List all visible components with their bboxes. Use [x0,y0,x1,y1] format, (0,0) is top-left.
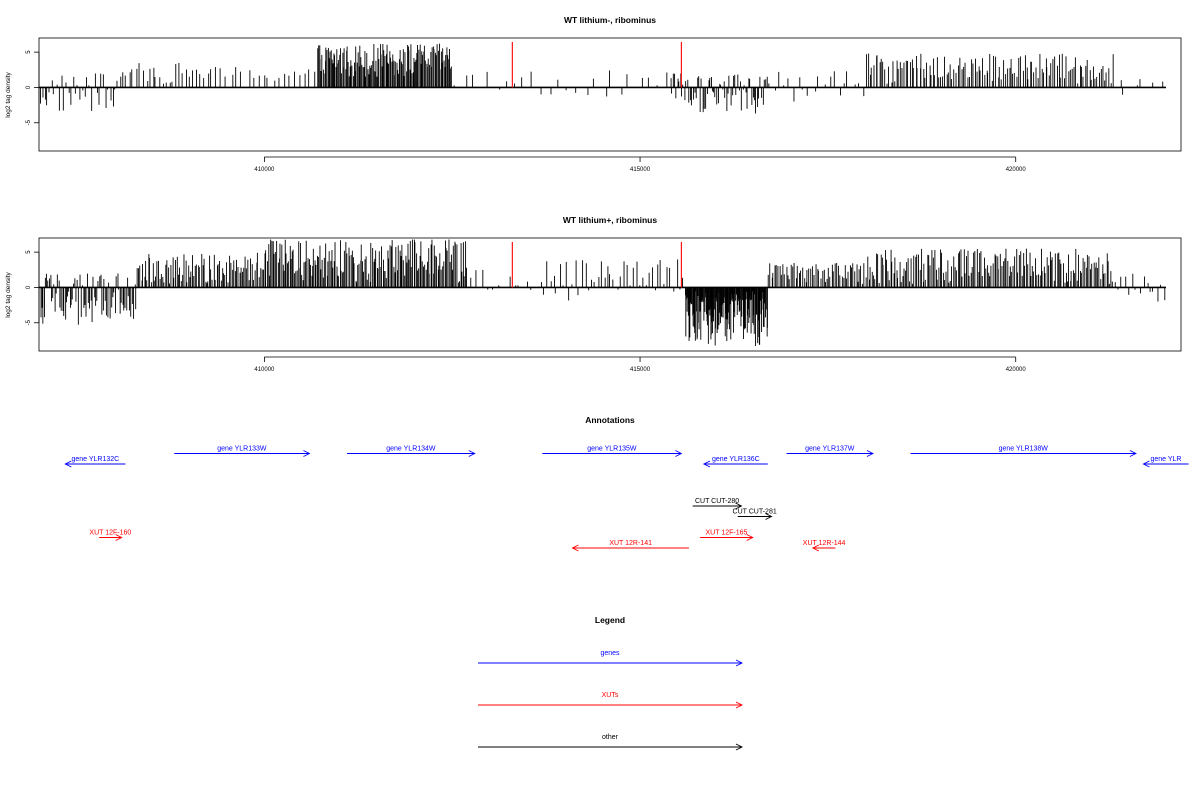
y-axis: -5 0 5 [26,50,40,125]
feature-arrow-head [675,450,683,457]
x-axis: 410000 415000 420000 [254,156,1027,173]
feature-label: gene YLR133W [217,446,267,453]
feature-arrow-head [866,450,874,457]
feature-annotation: gene YLR134W [347,446,476,457]
track-panel-lithium-plus: WT lithium+, ribominus log2 tag density … [5,215,1182,373]
y-tick-label: -5 [26,119,32,125]
feature-annotation: XUT 12R-141 [571,540,689,552]
feature-arrow-head [1129,450,1137,457]
density-bars [38,239,1166,346]
x-tick-label: 415000 [630,167,651,173]
feature-label: XUT 12F-160 [89,530,131,537]
feature-label: XUT 12R-144 [803,540,846,547]
legend-item-other: other [478,734,744,751]
feature-annotation: CUT CUT-280 [692,498,743,510]
feature-arrow-head [115,534,123,541]
legend-item-genes: genes [478,650,744,667]
feature-annotation: gene YLR135W [542,446,683,457]
feature-arrow-head [303,450,311,457]
track-title: WT lithium+, ribominus [563,215,657,225]
feature-arrow-head [746,534,754,541]
legend-item-xuts: XUTs [478,692,744,709]
feature-annotation: XUT 12R-144 [803,540,846,552]
feature-annotation: CUT CUT-281 [733,509,777,520]
feature-label: gene YLR137W [805,446,855,453]
y-axis-label: log2 tag density [5,271,12,317]
x-tick-label: 420000 [1006,167,1027,173]
legend-arrow-head [735,659,744,667]
feature-label: CUT CUT-280 [695,498,739,505]
feature-label: gene YLR [1150,456,1181,463]
x-tick-label: 410000 [254,367,275,373]
y-axis: -5 0 5 [26,250,40,325]
legend-title: Legend [595,615,625,625]
legend-arrow-head [735,701,744,709]
y-tick-label: 0 [26,285,32,289]
feature-arrow-head [811,544,820,552]
legend-label: genes [600,650,620,657]
feature-label: gene YLR135W [587,446,637,453]
highlight-markers [511,242,682,288]
x-axis: 410000 415000 420000 [254,356,1027,373]
feature-arrow-head [1142,460,1150,468]
feature-label: CUT CUT-281 [733,509,777,516]
feature-annotation: gene YLR [1142,456,1189,468]
y-tick-label: 5 [26,250,32,254]
feature-annotation: XUT 12F-160 [89,530,131,541]
plot-frame [38,237,1182,352]
feature-label: gene YLR132C [71,456,119,463]
legend-label: other [602,734,619,741]
plot-frame [38,37,1182,152]
feature-arrow-head [571,544,579,552]
legend-arrow-head [735,743,744,751]
feature-list: gene YLR132C gene YLR133W gene YLR134W gene… [64,446,1189,552]
y-tick-label: 5 [26,50,32,54]
legend: Legend genes XUTs other [478,615,744,751]
y-axis-label: log2 tag density [5,71,12,117]
track-title: WT lithium-, ribominus [564,15,656,25]
x-tick-label: 420000 [1006,367,1027,373]
track-panel-lithium-minus: WT lithium-, ribominus log2 tag density … [5,15,1182,173]
feature-label: gene YLR138W [999,446,1049,453]
feature-annotation: gene YLR133W [174,446,311,457]
feature-annotation: XUT 12F-165 [700,530,754,541]
feature-label: XUT 12F-165 [706,530,748,537]
feature-arrow-head [702,460,711,468]
x-tick-label: 410000 [254,167,275,173]
y-tick-label: 0 [26,85,32,89]
feature-annotation: gene YLR138W [910,446,1137,457]
highlight-markers [511,42,682,88]
feature-label: XUT 12R-141 [609,540,652,547]
feature-arrow-head [64,460,72,468]
feature-annotation: gene YLR136C [702,456,768,468]
feature-annotation: gene YLR137W [786,446,874,457]
feature-label: gene YLR134W [386,446,436,453]
feature-arrow-head [735,502,743,510]
annotations-title: Annotations [585,415,635,425]
feature-label: gene YLR136C [712,456,760,463]
feature-annotation: gene YLR132C [64,456,126,468]
feature-arrow-head [468,450,476,457]
legend-label: XUTs [602,692,619,699]
feature-arrow-head [765,513,773,520]
y-tick-label: -5 [26,319,32,325]
density-bars [40,43,1164,114]
x-tick-label: 415000 [630,367,651,373]
